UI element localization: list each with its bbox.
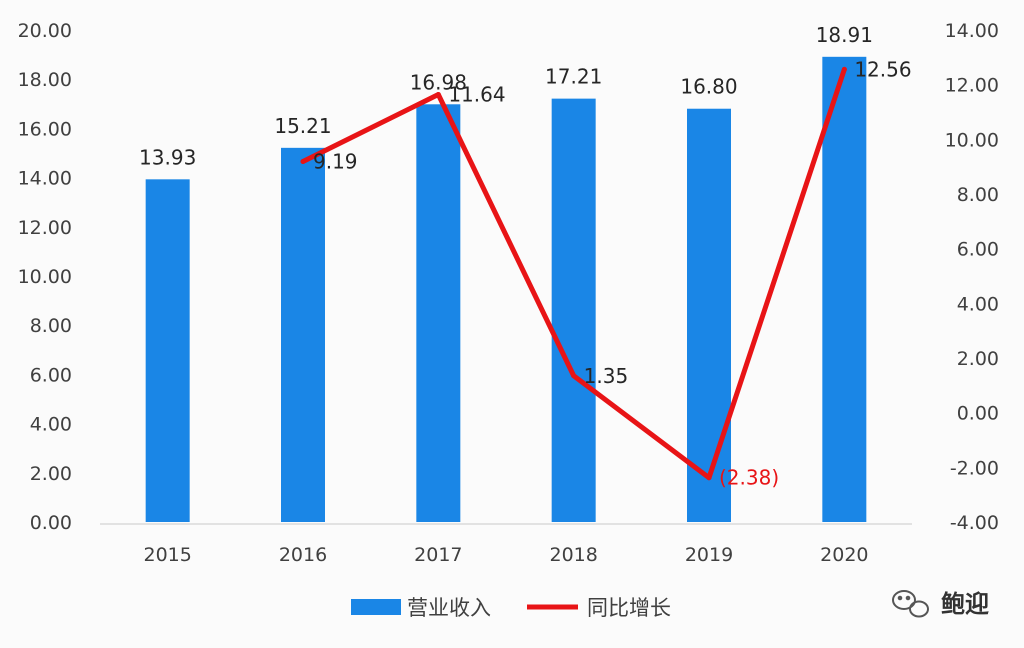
line-data-label: 9.19 (313, 149, 358, 173)
y-left-tick-label: 20.00 (18, 20, 72, 42)
line-point (706, 475, 712, 481)
y-left-tick-label: 0.00 (30, 512, 72, 534)
x-tick-label: 2018 (549, 544, 597, 566)
bar-data-label: 16.98 (410, 70, 467, 94)
bar (416, 104, 461, 523)
line-data-label: 12.56 (854, 57, 911, 81)
legend-bar-swatch (351, 599, 401, 615)
bar (281, 147, 325, 523)
y-right-tick-label: 0.00 (957, 403, 999, 425)
y-left-tick-label: 16.00 (18, 118, 72, 140)
axes-group: 0.00 2.00 4.00 6.00 8.00 10.00 12.00 14.00 16.00… (18, 20, 999, 566)
legend: 营业收入 同比增长 (351, 596, 671, 620)
bar (145, 179, 190, 522)
y-left-tick-label: 12.00 (18, 217, 72, 239)
y-right-tick-label: 6.00 (957, 239, 999, 261)
y-right-tick-label: 10.00 (945, 129, 999, 151)
y-left-tick-label: 18.00 (18, 69, 72, 91)
y-left-tick-label: 4.00 (30, 414, 72, 436)
x-tick-label: 2017 (414, 544, 462, 566)
y-left-tick-label: 8.00 (30, 315, 72, 337)
wechat-icon (892, 590, 929, 618)
x-tick-label: 2019 (685, 544, 733, 566)
y-right-tick-label: 12.00 (945, 75, 999, 97)
y-left-tick-label: 10.00 (18, 266, 72, 288)
bar-data-label: 16.80 (680, 75, 737, 99)
bar-data-label: 17.21 (545, 65, 602, 89)
line-point (435, 92, 441, 98)
bar-data-label: 15.21 (274, 114, 331, 138)
data-labels-group: 13.93 15.21 16.98 17.21 16.80 18.91 9.19 11.64 1… (139, 23, 912, 490)
bars-group (145, 56, 867, 523)
y-right-tick-label: 14.00 (945, 20, 999, 42)
y-left-tick-label: 14.00 (18, 168, 72, 190)
line-point (841, 66, 847, 72)
y-left-tick-label: 6.00 (30, 364, 72, 386)
y-right-tick-label: 8.00 (957, 184, 999, 206)
bar (822, 56, 867, 523)
bar-data-label: 18.91 (816, 23, 873, 47)
legend-bar-label: 营业收入 (407, 596, 491, 620)
x-tick-label: 2020 (820, 544, 868, 566)
y-right-tick-label: 4.00 (957, 293, 999, 315)
bar (551, 98, 596, 522)
y-right-tick-label: -4.00 (950, 512, 999, 534)
line-point (300, 158, 306, 164)
line-group (300, 66, 847, 481)
line-data-label: (2.38) (719, 466, 779, 490)
line-point (571, 373, 577, 379)
legend-line-label: 同比增长 (587, 596, 671, 620)
bar-data-label: 13.93 (139, 145, 196, 169)
bar (687, 108, 731, 522)
y-left-tick-label: 2.00 (30, 463, 72, 485)
y-right-tick-label: 2.00 (957, 348, 999, 370)
x-tick-label: 2016 (279, 544, 327, 566)
line-data-label: 11.64 (448, 83, 505, 107)
y-right-tick-label: -2.00 (950, 457, 999, 479)
line-data-label: 1.35 (584, 364, 629, 388)
watermark: 鲍迎 (892, 590, 989, 618)
x-tick-label: 2015 (143, 544, 191, 566)
watermark-text: 鲍迎 (941, 590, 989, 618)
